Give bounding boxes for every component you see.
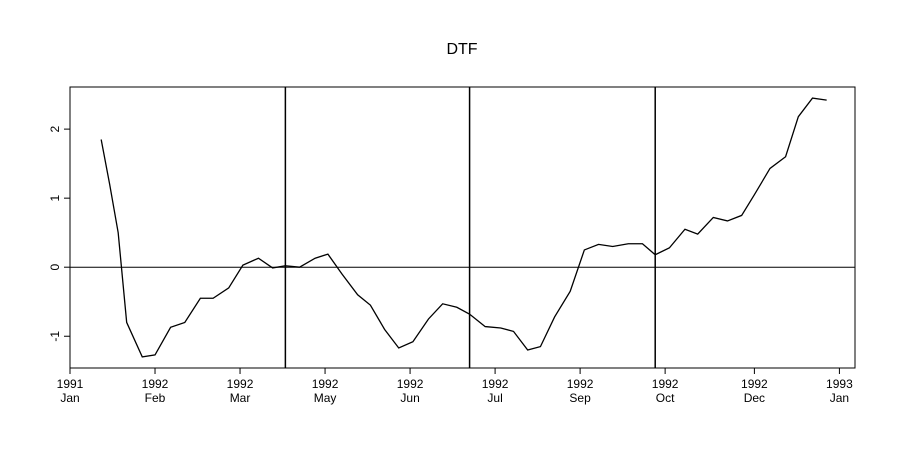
y-tick-label: 1	[48, 195, 62, 202]
x-tick-label: 1992 Jul	[482, 377, 509, 405]
plot-frame	[69, 86, 856, 369]
x-tick-label: 1992 Dec	[741, 377, 768, 405]
y-tick-label: 2	[48, 125, 62, 132]
x-tick-label: 1992 Jun	[397, 377, 424, 405]
chart-title: DTF	[446, 41, 477, 58]
x-tick-label: 1992 Sep	[567, 377, 594, 405]
x-tick-label: 1992 Feb	[142, 377, 169, 405]
x-tick-label: 1992 Oct	[652, 377, 679, 405]
x-tick-label: 1992 Mar	[227, 377, 254, 405]
x-tick-label: 1992 May	[312, 377, 339, 405]
x-tick-label: 1991 Jan	[57, 377, 84, 405]
y-tick-label: -1	[48, 331, 62, 342]
data-line	[100, 97, 827, 358]
y-tick-label: 0	[48, 264, 62, 271]
x-tick-label: 1993 Jan	[826, 377, 853, 405]
